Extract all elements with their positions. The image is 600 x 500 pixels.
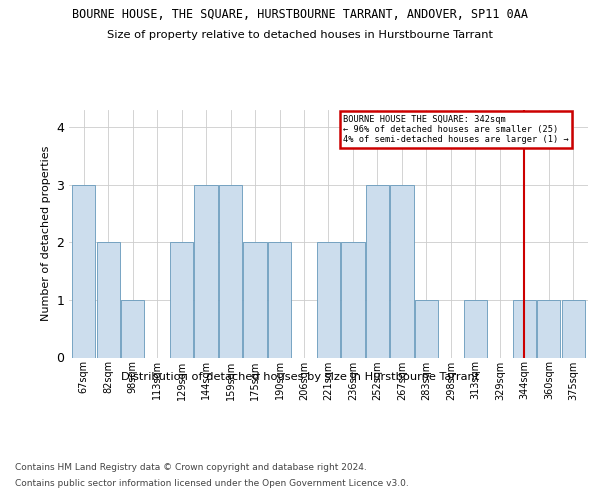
Bar xyxy=(317,242,340,358)
Bar xyxy=(562,300,585,358)
Bar xyxy=(219,185,242,358)
Bar xyxy=(170,242,193,358)
Bar xyxy=(121,300,144,358)
Text: Size of property relative to detached houses in Hurstbourne Tarrant: Size of property relative to detached ho… xyxy=(107,30,493,40)
Bar xyxy=(513,300,536,358)
Text: BOURNE HOUSE, THE SQUARE, HURSTBOURNE TARRANT, ANDOVER, SP11 0AA: BOURNE HOUSE, THE SQUARE, HURSTBOURNE TA… xyxy=(72,8,528,20)
Bar xyxy=(97,242,120,358)
Bar xyxy=(537,300,560,358)
Bar xyxy=(415,300,438,358)
Bar xyxy=(391,185,413,358)
Bar xyxy=(244,242,266,358)
Text: Contains HM Land Registry data © Crown copyright and database right 2024.: Contains HM Land Registry data © Crown c… xyxy=(15,462,367,471)
Bar xyxy=(341,242,365,358)
Y-axis label: Number of detached properties: Number of detached properties xyxy=(41,146,50,322)
Bar xyxy=(194,185,218,358)
Bar xyxy=(366,185,389,358)
Bar xyxy=(268,242,291,358)
Text: Distribution of detached houses by size in Hurstbourne Tarrant: Distribution of detached houses by size … xyxy=(121,372,479,382)
Bar xyxy=(72,185,95,358)
Text: BOURNE HOUSE THE SQUARE: 342sqm
← 96% of detached houses are smaller (25)
4% of : BOURNE HOUSE THE SQUARE: 342sqm ← 96% of… xyxy=(343,114,569,144)
Text: Contains public sector information licensed under the Open Government Licence v3: Contains public sector information licen… xyxy=(15,479,409,488)
Bar xyxy=(464,300,487,358)
